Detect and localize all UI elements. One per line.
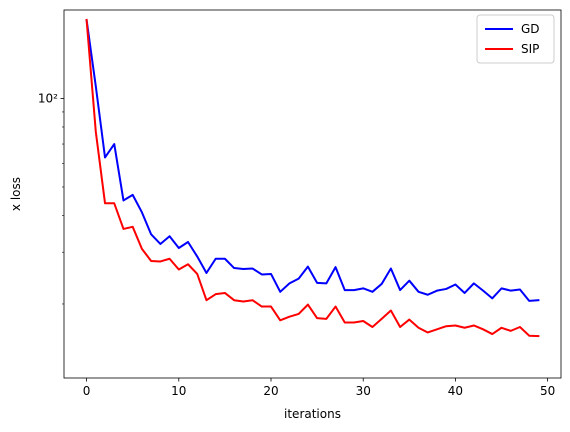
axes-frame — [63, 9, 562, 379]
legend: GD SIP — [476, 14, 555, 64]
x-tick-label: 40 — [448, 384, 463, 398]
x-tick-label: 10 — [171, 384, 186, 398]
legend-box — [476, 14, 555, 64]
x-axis-label: iterations — [284, 407, 341, 421]
y-tick-label: 10² — [38, 91, 58, 105]
x-tick-label: 20 — [263, 384, 278, 398]
x-tick-label: 50 — [540, 384, 555, 398]
series-line-gd — [85, 18, 540, 302]
legend-label-gd: GD — [521, 22, 540, 36]
x-tick-label: 30 — [356, 384, 371, 398]
legend-label-sip: SIP — [521, 42, 539, 56]
plot-area — [85, 18, 540, 338]
y-axis-label: x loss — [9, 177, 23, 211]
series-line-sip — [85, 18, 540, 338]
axes: 0 10 20 30 40 50 10² — [38, 9, 562, 398]
x-tick-label: 0 — [83, 384, 91, 398]
